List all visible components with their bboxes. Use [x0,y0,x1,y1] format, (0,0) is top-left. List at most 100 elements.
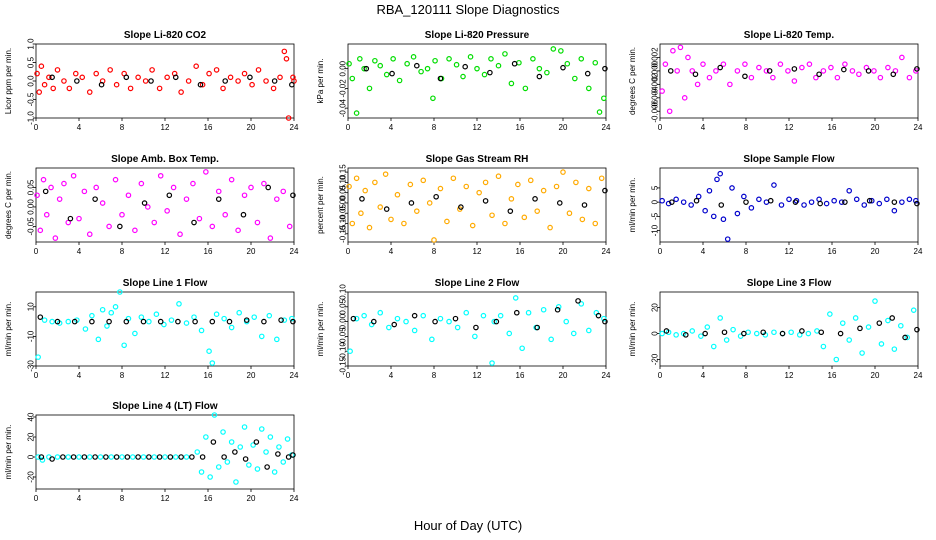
data-point [891,346,898,352]
data-point [432,318,438,325]
plot-frame [35,167,295,243]
y-tick-label: -0.02 [339,79,348,98]
x-tick-label: 4 [701,371,706,380]
data-point [280,459,287,465]
x-tick-label: 12 [161,494,170,503]
panel-6: Slope Sample Flow 0 4 8 12 16 20 24 -10 -5 0 5 ml/mi… [628,154,923,256]
data-point [112,176,119,183]
data-point [778,202,785,208]
x-tick-label: 4 [701,123,706,132]
data-point [904,334,911,341]
y-tick-label: -0.006 [651,99,660,122]
data-point [420,177,427,184]
data-point [108,454,115,460]
y-axis-label: degrees C per min. [628,47,637,115]
data-point [347,348,353,355]
data-point [437,75,444,82]
data-point [813,74,819,81]
data-point [578,55,585,62]
data-point [140,454,147,460]
data-point [222,211,229,218]
y-tick-label: 20 [651,303,660,312]
data-point [196,215,203,222]
data-point [178,89,184,95]
data-point [680,199,687,205]
data-point [278,317,284,323]
data-point [891,207,898,214]
data-point [560,64,566,71]
data-point [573,179,579,186]
series-reference [669,197,920,208]
data-point [363,65,370,72]
y-tick-label: 0.0 [27,75,36,87]
x-tick-label: 24 [914,123,923,132]
y-tick-label: 0 [27,454,36,459]
y-tick-label: 40 [27,412,36,421]
y-tick-label: 0.00 [27,199,36,215]
data-point [49,456,55,462]
series-data [34,48,297,121]
x-tick-label: 12 [785,371,794,380]
data-point [151,219,158,226]
data-point [215,196,222,202]
data-point [663,328,670,334]
data-point [264,464,270,470]
data-point [132,227,138,234]
data-point [849,68,856,74]
series-reference [363,60,608,82]
y-axis-label: percent per min. [316,176,325,234]
data-point [673,196,679,203]
x-tick-label: 0 [346,123,351,132]
data-point [39,457,46,463]
data-point [899,199,905,205]
data-point [760,329,767,336]
data-point [914,200,920,207]
x-tick-label: 0 [34,247,39,256]
x-tick-label: 4 [701,247,706,256]
data-point [473,324,479,331]
data-point [828,64,834,71]
data-point [199,81,206,88]
y-tick-label: 0.10 [339,284,348,300]
x-tick-label: 0 [34,123,39,132]
data-point [458,204,464,210]
data-point [446,55,452,62]
data-point [241,424,248,430]
data-point [450,175,457,182]
data-point [890,71,897,78]
data-point [61,180,67,187]
data-point [495,173,502,180]
x-tick-label: 20 [247,371,256,380]
data-point [827,311,833,317]
panel-2: Slope Li-820 Pressure 0 4 8 12 16 20 24 -0.04-0.… [316,30,611,132]
data-point [221,454,227,460]
y-tick-label: 0.5 [27,56,36,68]
data-point [227,74,234,81]
data-point [713,68,719,74]
data-point [167,454,174,460]
data-point [710,343,717,350]
data-point [370,318,377,325]
data-point [786,196,792,203]
data-point [183,320,190,326]
data-point [346,60,352,67]
data-point [209,360,216,366]
data-point [209,318,216,325]
data-point [178,454,184,460]
data-point [695,193,702,200]
series-data [34,169,293,241]
data-point [662,61,669,67]
data-point [767,197,774,204]
data-point [38,63,45,69]
data-point [878,341,885,347]
x-tick-label: 0 [658,247,663,256]
data-point [41,317,48,323]
data-point [362,187,369,194]
panel-title: Slope Line 4 (LT) Flow [112,401,218,412]
data-point [236,309,242,316]
data-point [168,317,175,323]
x-tick-label: 16 [828,371,837,380]
data-point [717,64,724,71]
data-point [86,89,93,95]
data-point [162,454,168,460]
